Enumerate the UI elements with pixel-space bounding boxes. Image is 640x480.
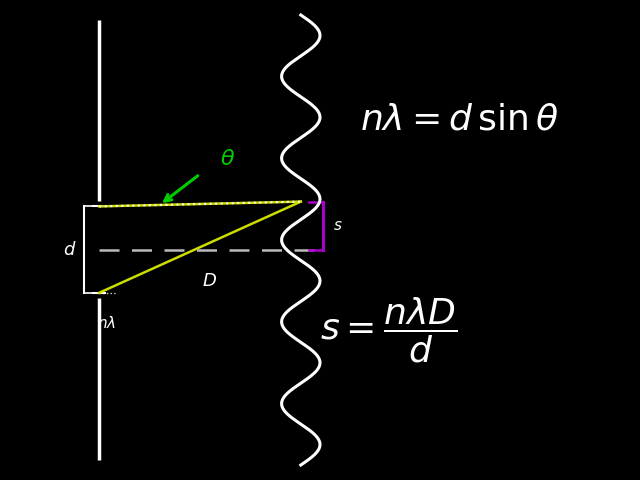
Text: $d$: $d$ [63,240,77,259]
Text: $\theta$: $\theta$ [220,148,235,170]
Text: $n\lambda$: $n\lambda$ [97,315,116,331]
Text: $n\lambda = d\,\sin\theta$: $n\lambda = d\,\sin\theta$ [360,103,559,137]
Text: $s = \dfrac{n\lambda D}{d}$: $s = \dfrac{n\lambda D}{d}$ [320,295,457,365]
Text: $s$: $s$ [333,218,342,233]
Text: $D$: $D$ [202,272,218,289]
